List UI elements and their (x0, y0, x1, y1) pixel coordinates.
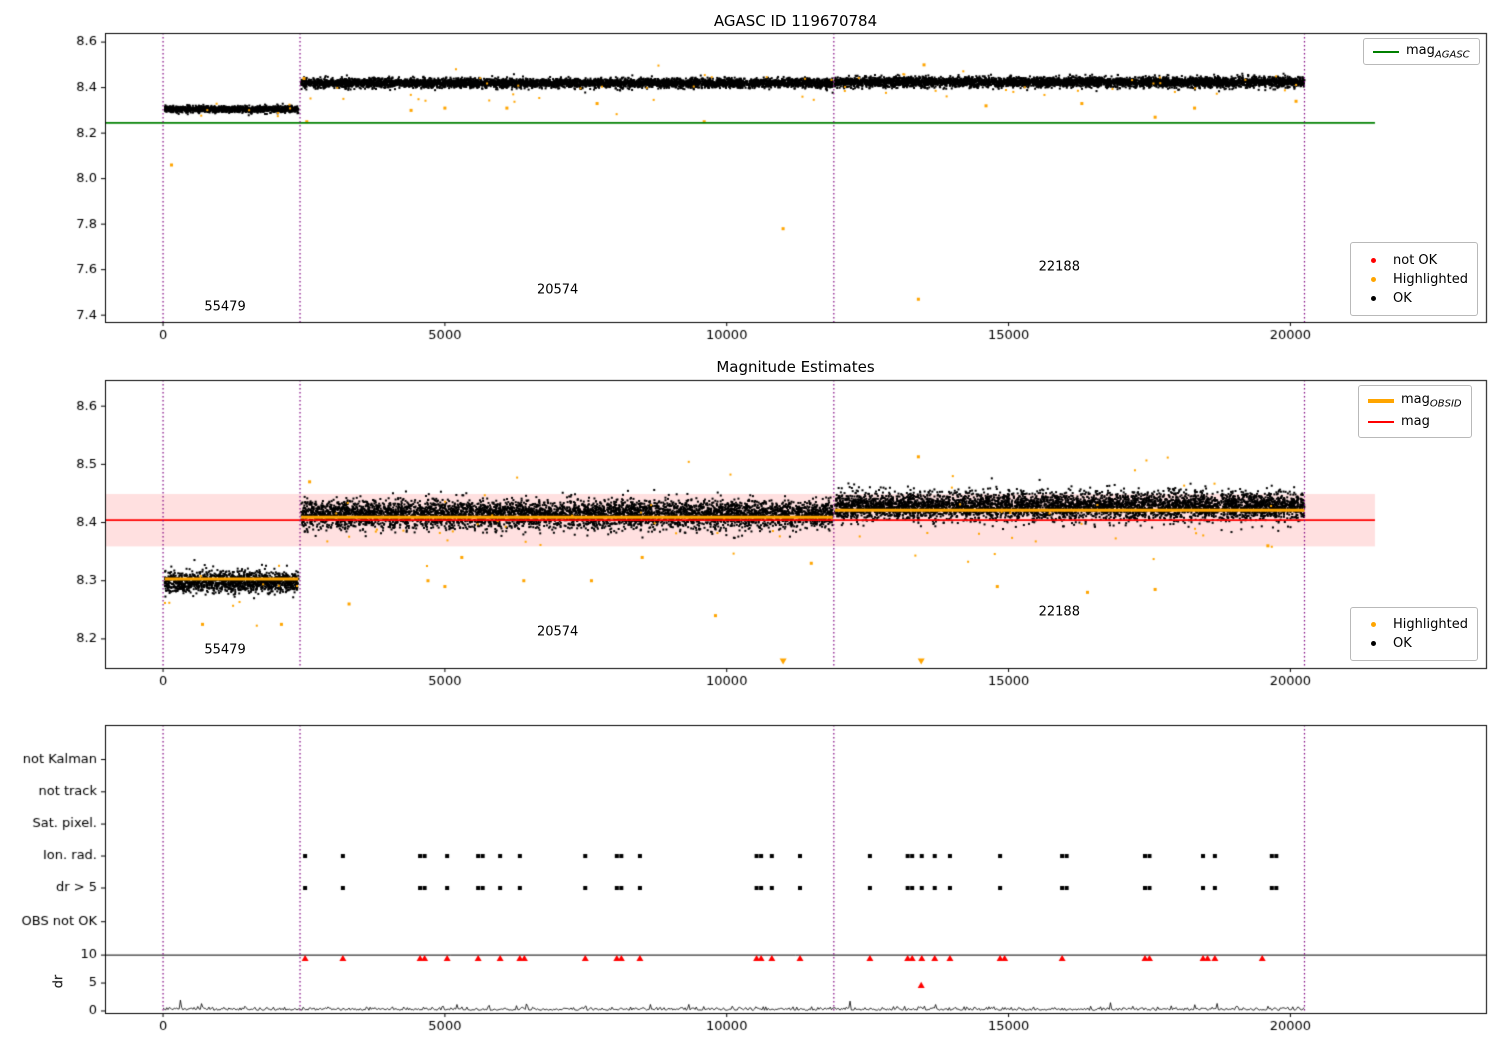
dot-swatch-icon (1370, 276, 1376, 282)
dot-swatch-icon (1370, 622, 1376, 627)
obsid-label: 20574 (536, 282, 579, 298)
legend-label: OK (1393, 636, 1412, 651)
legend-item-mag: mag (1368, 414, 1462, 432)
dr-axis-label: dr (51, 974, 67, 989)
legend-label: OK (1393, 290, 1412, 306)
obsid-label: 22188 (1038, 259, 1080, 275)
legend-mag-lines: magOBSID mag (1358, 385, 1472, 438)
legend-item-highlighted: Highlighted (1360, 272, 1468, 287)
legend-plot2-markers: Highlighted OK (1350, 607, 1478, 661)
legend-label: mag (1401, 413, 1430, 429)
dot-swatch-icon (1370, 295, 1376, 301)
line-swatch-icon (1373, 50, 1399, 53)
legend-label: Highlighted (1393, 617, 1468, 632)
dot-swatch-icon (1370, 257, 1376, 263)
plot2-title: Magnitude Estimates (716, 358, 875, 376)
legend-item-ok: OK (1360, 291, 1468, 306)
legend-item-mag-obsid: magOBSID (1368, 392, 1462, 410)
legend-label: magAGASC (1406, 42, 1470, 61)
legend-label: Highlighted (1393, 271, 1468, 287)
obsid-label: 55479 (204, 299, 246, 315)
obsid-label: 22188 (1038, 604, 1080, 620)
legend-label: magOBSID (1401, 391, 1462, 410)
obsid-label: 55479 (204, 642, 246, 658)
obsid-label: 20574 (536, 624, 579, 640)
plot1-title: AGASC ID 119670784 (713, 12, 878, 30)
legend-plot1-markers: not OK Highlighted OK (1350, 242, 1478, 316)
dot-swatch-icon (1370, 641, 1376, 646)
line-swatch-icon (1368, 421, 1394, 424)
legend-mag-agasc: magAGASC (1363, 38, 1480, 65)
line-swatch-icon (1368, 398, 1394, 403)
legend-item-mag-agasc: magAGASC (1373, 42, 1470, 61)
legend-label: not OK (1393, 252, 1438, 268)
legend-item-notok: not OK (1360, 253, 1468, 268)
legend-item-ok: OK (1360, 636, 1468, 651)
legend-item-highlighted: Highlighted (1360, 617, 1468, 632)
